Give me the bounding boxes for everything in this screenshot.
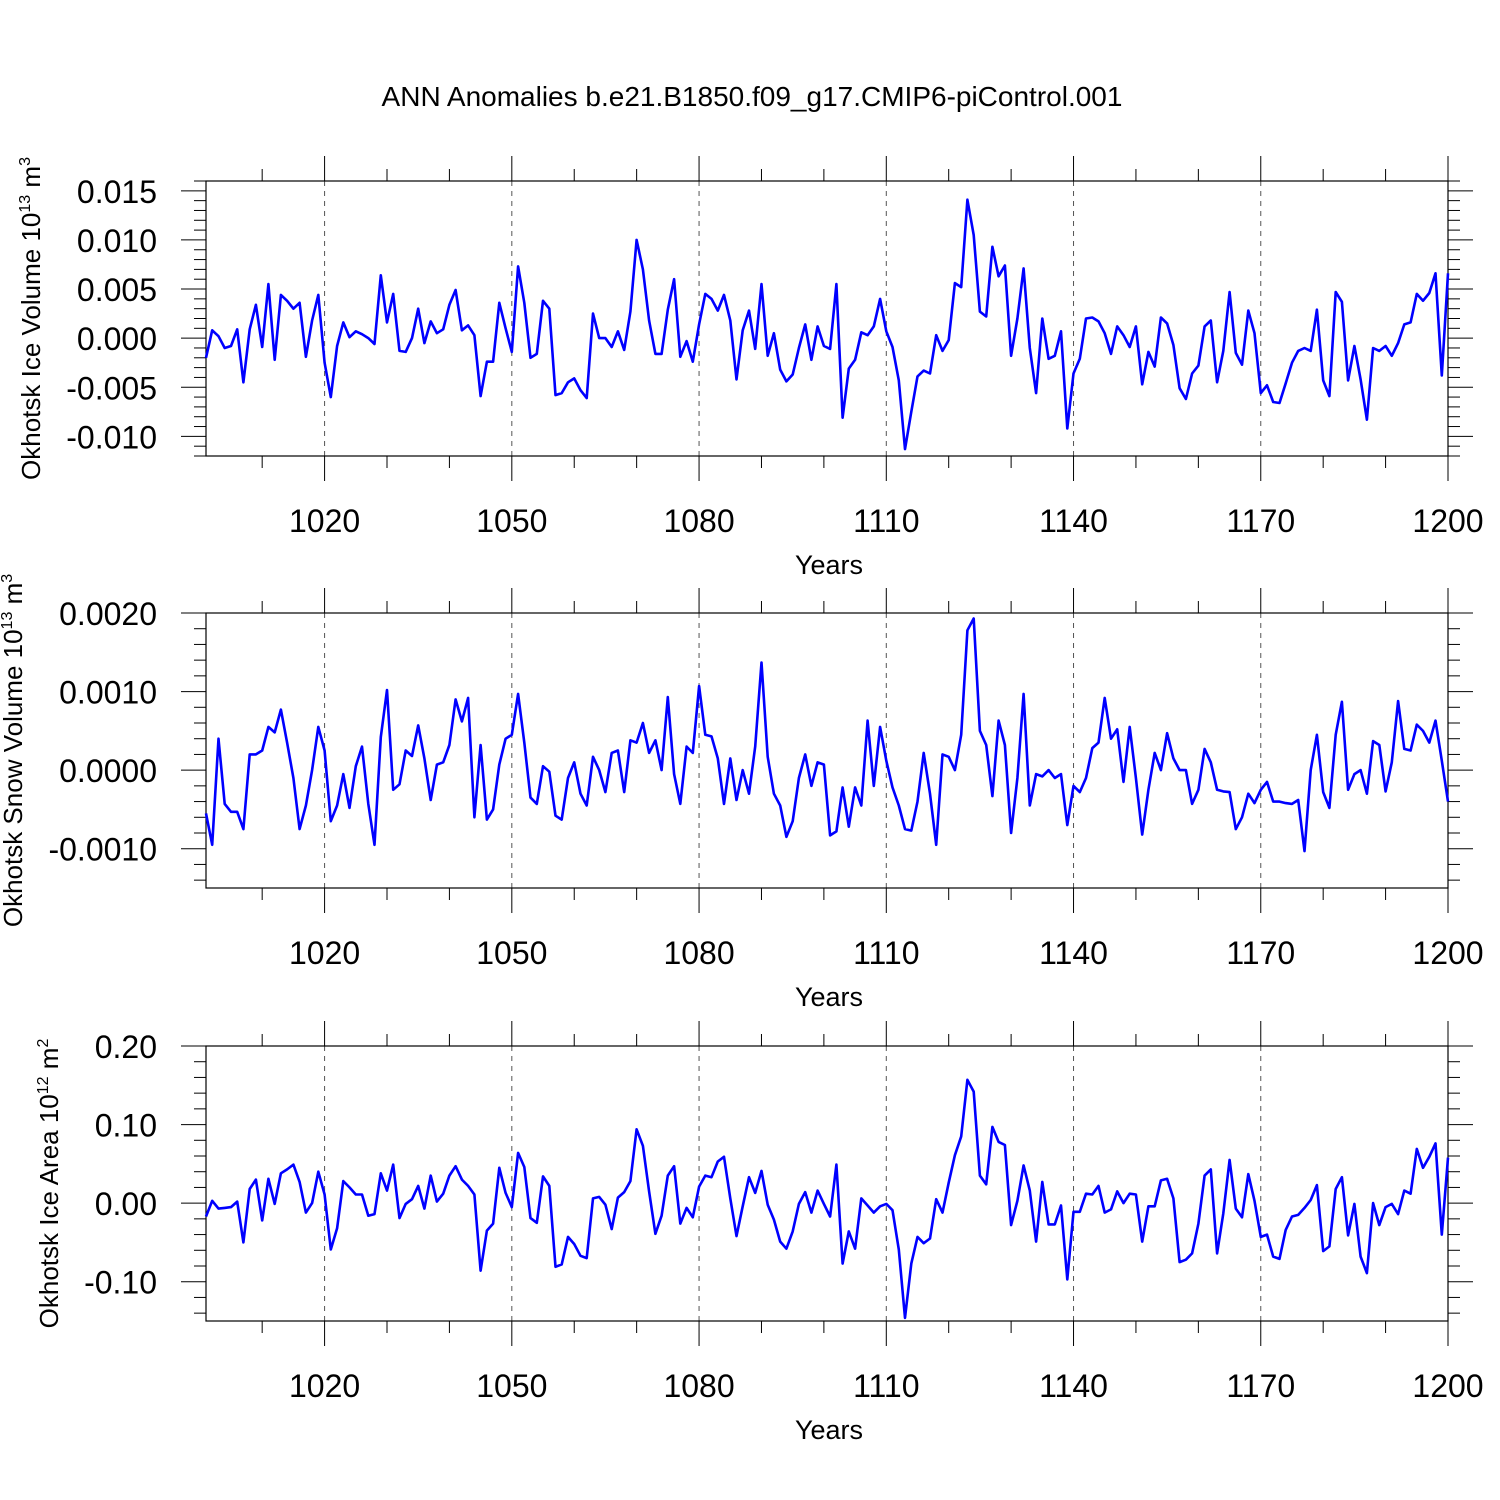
- chart-0-y-axis-label: Okhotsk Ice Volume 1013 m3: [16, 157, 46, 480]
- chart-0-ytick-label: 0.010: [77, 223, 157, 259]
- chart-2-xtick-label: 1140: [1039, 1368, 1108, 1404]
- chart-0-ytick-label: 0.005: [77, 272, 157, 308]
- chart-0-xtick-label: 1020: [289, 503, 360, 539]
- chart-0-xtick-label: 1140: [1039, 503, 1108, 539]
- chart-1-xtick-label: 1080: [663, 935, 734, 971]
- chart-2-ytick-label: 0.10: [95, 1108, 157, 1144]
- chart-0-xtick-label: 1200: [1412, 503, 1483, 539]
- chart-2-series-line-0: [204, 1078, 1450, 1320]
- chart-1-tick-marks: [181, 588, 1473, 913]
- chart-1-x-axis-label: Years: [795, 982, 863, 1012]
- chart-2-xtick-label: 1050: [476, 1368, 547, 1404]
- chart-1-xtick-label: 1020: [289, 935, 360, 971]
- chart-1-xtick-label: 1050: [476, 935, 547, 971]
- chart-1-xtick-label: 1110: [853, 935, 919, 971]
- chart-0-ytick-label: -0.010: [66, 419, 157, 455]
- chart-1-frame: [205, 612, 1449, 889]
- chart-0-x-axis-label: Years: [795, 550, 863, 580]
- chart-0-ytick-label: 0.000: [77, 321, 157, 357]
- panel-snow-volume: 1020 1050 1080 1110 1140 1170 1200 Years -0.0010…: [0, 574, 1484, 1012]
- chart-0-xtick-label: 1110: [853, 503, 919, 539]
- chart-1-y-axis-label: Okhotsk Snow Volume 1013 m3: [0, 574, 28, 927]
- chart-1-xtick-label: 1200: [1412, 935, 1483, 971]
- chart-2-xtick-label: 1170: [1226, 1368, 1295, 1404]
- chart-0-ytick-label: -0.005: [66, 370, 157, 406]
- chart-1-ytick-label: -0.0010: [48, 832, 157, 868]
- chart-2-y-axis-label: Okhotsk Ice Area 1012 m2: [34, 1039, 64, 1329]
- chart-1-xtick-label: 1140: [1039, 935, 1108, 971]
- chart-2-ytick-label: 0.20: [95, 1029, 157, 1065]
- chart-2-ytick-label: -0.10: [84, 1265, 157, 1301]
- chart-0-ytick-label: 0.015: [77, 174, 157, 210]
- chart-2-tick-marks: [181, 1021, 1473, 1346]
- chart-1-series-line-0: [204, 617, 1450, 853]
- chart-0-xtick-label: 1080: [663, 503, 734, 539]
- chart-2-xtick-label: 1110: [853, 1368, 919, 1404]
- chart-2-ytick-label: 0.00: [95, 1186, 157, 1222]
- chart-2-frame: [205, 1045, 1449, 1322]
- panel-ice-area: 1020 1050 1080 1110 1140 1170 1200 Years -0.10 0.…: [34, 1021, 1484, 1445]
- chart-2-x-axis-label: Years: [795, 1415, 863, 1445]
- chart-1-ytick-label: 0.0020: [59, 596, 157, 632]
- chart-0-xtick-label: 1170: [1226, 503, 1295, 539]
- chart-1-ytick-label: 0.0000: [59, 753, 157, 789]
- chart-1-xtick-label: 1170: [1226, 935, 1295, 971]
- chart-0-xtick-label: 1050: [476, 503, 547, 539]
- chart-0-tick-marks: [181, 156, 1473, 481]
- chart-0-series-line-0: [204, 198, 1450, 451]
- chart-1-ytick-label: 0.0010: [59, 675, 157, 711]
- figure-title: ANN Anomalies b.e21.B1850.f09_g17.CMIP6-…: [382, 81, 1123, 112]
- chart-2-xtick-label: 1200: [1412, 1368, 1483, 1404]
- chart-2-xtick-label: 1080: [663, 1368, 734, 1404]
- panel-ice-volume: 1020 1050 1080 1110 1140 1170 1200 Years -0.010 -…: [16, 156, 1484, 580]
- chart-2-xtick-label: 1020: [289, 1368, 360, 1404]
